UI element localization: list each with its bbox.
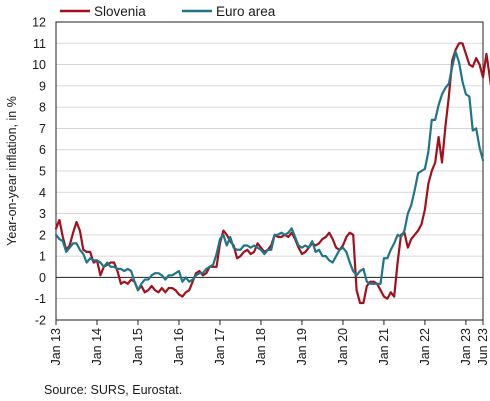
y-tick-label: -2 [35,314,46,328]
y-tick-label: 1 [39,250,46,264]
x-tick-label: Jan 18 [254,328,268,366]
x-tick-label: Jan 23 [459,328,473,366]
series-line-euro-area [54,50,485,292]
y-tick-label: 11 [33,37,46,51]
x-tick-label: Jan 21 [377,328,391,366]
y-tick-label: 5 [39,165,46,179]
y-tick-label: 7 [39,122,46,136]
x-tick-label: Jan 14 [90,328,104,366]
source-note: Source: SURS, Eurostat. [44,383,183,397]
y-tick-label: 8 [39,101,46,115]
x-tick-label: Jan 15 [131,328,145,366]
y-tick-label: 2 [39,228,46,242]
x-tick-label: Jan 22 [418,328,432,366]
y-tick-label: 9 [39,79,46,93]
y-tick-label: -1 [35,292,46,306]
x-tick-label: Jan 20 [336,328,350,366]
x-tick-label: Jan 17 [213,328,227,366]
y-tick-label: 0 [39,271,46,285]
x-tick-label: Jun 23 [476,328,490,366]
y-tick-label: 6 [39,143,46,157]
x-tick-label: Jan 16 [172,328,186,366]
plot-frame [55,21,484,321]
y-tick-label: 12 [32,16,46,30]
y-tick-label: 10 [32,58,46,72]
legend-label-euro-area: Euro area [216,4,276,19]
y-axis-title: Year-on-year inflation, in % [5,96,19,246]
series-line-slovenia [54,42,490,305]
x-tick-label: Jan 19 [295,328,309,366]
legend-label-slovenia: Slovenia [94,4,146,19]
y-tick-label: 4 [39,186,46,200]
x-tick-label: Jan 13 [49,328,63,366]
y-tick-label: 3 [39,207,46,221]
